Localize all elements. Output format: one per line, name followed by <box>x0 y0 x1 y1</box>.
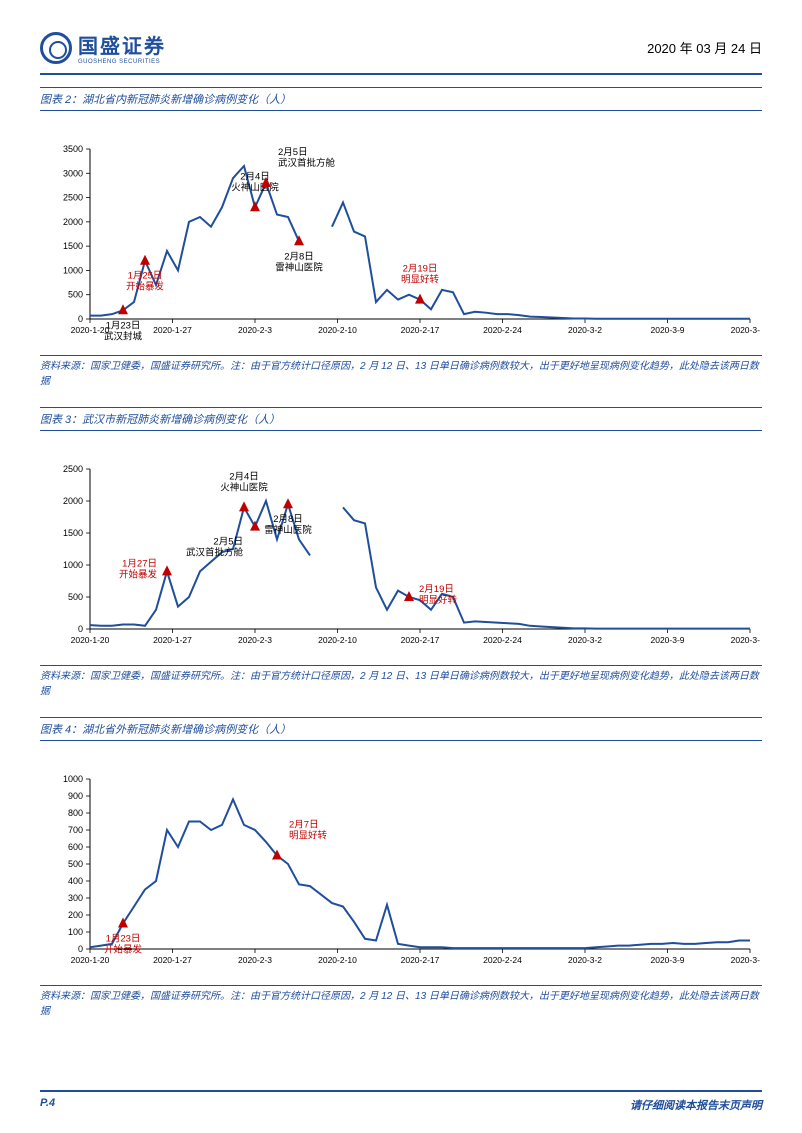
svg-text:2020-1-20: 2020-1-20 <box>71 955 110 965</box>
footer-disclaimer: 请仔细阅读本报告末页声明 <box>630 1097 762 1113</box>
svg-text:2月7日: 2月7日 <box>289 820 319 831</box>
svg-text:500: 500 <box>68 592 83 602</box>
svg-text:2020-3-2: 2020-3-2 <box>568 955 602 965</box>
page-footer: P.4 请仔细阅读本报告末页声明 <box>40 1090 762 1113</box>
svg-text:2020-2-3: 2020-2-3 <box>238 635 272 645</box>
chart-2-title: 图表 2：湖北省内新冠肺炎新增确诊病例变化（人） <box>40 87 762 111</box>
svg-text:雷神山医院: 雷神山医院 <box>264 524 312 536</box>
svg-text:500: 500 <box>68 859 83 869</box>
svg-text:2020-2-17: 2020-2-17 <box>401 955 440 965</box>
svg-text:300: 300 <box>68 893 83 903</box>
logo-icon <box>40 32 72 64</box>
svg-text:2020-3-2: 2020-3-2 <box>568 325 602 335</box>
svg-text:2020-2-17: 2020-2-17 <box>401 635 440 645</box>
chart-4-source: 资料来源：国家卫健委，国盛证券研究所。注：由于官方统计口径原因，2 月 12 日… <box>40 985 762 1019</box>
svg-text:武汉封城: 武汉封城 <box>104 330 143 342</box>
svg-text:1月25日: 1月25日 <box>128 271 163 282</box>
chart-3-block: 图表 3：武汉市新冠肺炎新增确诊病例变化（人） 0 500 1000 1500 2000… <box>40 407 762 699</box>
svg-text:武汉首批方舱: 武汉首批方舱 <box>278 157 336 169</box>
svg-text:1500: 1500 <box>63 528 83 538</box>
chart-3-source: 资料来源：国家卫健委，国盛证券研究所。注：由于官方统计口径原因，2 月 12 日… <box>40 665 762 699</box>
svg-text:2月5日: 2月5日 <box>278 147 308 158</box>
svg-text:800: 800 <box>68 808 83 818</box>
svg-text:2020-2-3: 2020-2-3 <box>238 955 272 965</box>
svg-text:2020-3-9: 2020-3-9 <box>650 325 684 335</box>
svg-text:2020-3-16: 2020-3-16 <box>731 635 760 645</box>
page-number: P.4 <box>40 1097 55 1113</box>
svg-text:开始暴发: 开始暴发 <box>104 944 143 956</box>
svg-text:3500: 3500 <box>63 144 83 154</box>
svg-text:2020-3-2: 2020-3-2 <box>568 635 602 645</box>
svg-text:开始暴发: 开始暴发 <box>119 568 158 580</box>
svg-text:2020-1-20: 2020-1-20 <box>71 635 110 645</box>
svg-text:0: 0 <box>78 944 83 954</box>
svg-text:600: 600 <box>68 842 83 852</box>
chart-4-svg: 0 100 200 300 400 500 600 700 800 900 1000 2020-1-2… <box>40 749 762 979</box>
chart-3-title: 图表 3：武汉市新冠肺炎新增确诊病例变化（人） <box>40 407 762 431</box>
svg-text:2020-2-17: 2020-2-17 <box>401 325 440 335</box>
svg-text:1月23日: 1月23日 <box>106 320 141 331</box>
svg-text:2020-2-10: 2020-2-10 <box>318 635 357 645</box>
chart-2-source: 资料来源：国家卫健委，国盛证券研究所。注：由于官方统计口径原因，2 月 12 日… <box>40 355 762 389</box>
svg-text:1月27日: 1月27日 <box>122 558 157 569</box>
svg-text:2020-2-24: 2020-2-24 <box>483 955 522 965</box>
svg-text:2020-2-10: 2020-2-10 <box>318 325 357 335</box>
svg-text:火神山医院: 火神山医院 <box>231 181 279 193</box>
svg-text:0: 0 <box>78 624 83 634</box>
svg-text:1000: 1000 <box>63 560 83 570</box>
svg-text:明显好转: 明显好转 <box>289 830 328 842</box>
svg-text:900: 900 <box>68 791 83 801</box>
chart-4-block: 图表 4：湖北省外新冠肺炎新增确诊病例变化（人） 0 100 200 300 400 50… <box>40 717 762 1019</box>
svg-text:2月19日: 2月19日 <box>419 584 454 595</box>
svg-text:2020-1-27: 2020-1-27 <box>153 325 192 335</box>
svg-text:2月4日: 2月4日 <box>229 471 259 482</box>
chart-2-svg: 05001000150020002500300035002020-1-20202… <box>40 119 762 349</box>
svg-text:2020-3-16: 2020-3-16 <box>731 325 760 335</box>
svg-text:2020-3-9: 2020-3-9 <box>650 955 684 965</box>
svg-text:0: 0 <box>78 314 83 324</box>
svg-text:2020-2-10: 2020-2-10 <box>318 955 357 965</box>
svg-text:2020-1-27: 2020-1-27 <box>153 635 192 645</box>
svg-text:2500: 2500 <box>63 464 83 474</box>
svg-text:1000: 1000 <box>63 774 83 784</box>
svg-text:2月19日: 2月19日 <box>403 264 438 275</box>
svg-text:2020-2-3: 2020-2-3 <box>238 325 272 335</box>
company-logo: 国盛证券 GUOSHENG SECURITIES <box>40 30 166 65</box>
svg-text:2月8日: 2月8日 <box>284 251 314 262</box>
svg-text:2020-2-24: 2020-2-24 <box>483 635 522 645</box>
svg-text:2000: 2000 <box>63 217 83 227</box>
company-name: 国盛证券 <box>78 30 166 59</box>
svg-text:2020-2-24: 2020-2-24 <box>483 325 522 335</box>
svg-text:明显好转: 明显好转 <box>419 594 458 606</box>
svg-text:400: 400 <box>68 876 83 886</box>
chart-2-block: 图表 2：湖北省内新冠肺炎新增确诊病例变化（人） 0 500 1000 1500 200… <box>40 87 762 389</box>
svg-text:2500: 2500 <box>63 193 83 203</box>
svg-text:1500: 1500 <box>63 241 83 251</box>
company-sub: GUOSHENG SECURITIES <box>78 59 166 65</box>
svg-text:武汉首批方舱: 武汉首批方舱 <box>186 547 244 559</box>
page-header: 国盛证券 GUOSHENG SECURITIES 2020 年 03 月 24 … <box>40 30 762 75</box>
svg-text:1月23日: 1月23日 <box>106 934 141 945</box>
svg-text:2020-1-27: 2020-1-27 <box>153 955 192 965</box>
chart-3-svg: 0 500 1000 1500 2000 2500 2020-1-20 2020-1-27 20… <box>40 439 762 659</box>
svg-text:2月8日: 2月8日 <box>273 514 303 525</box>
svg-text:火神山医院: 火神山医院 <box>220 481 268 493</box>
svg-text:200: 200 <box>68 910 83 920</box>
svg-text:2月5日: 2月5日 <box>213 537 243 548</box>
svg-text:3000: 3000 <box>63 168 83 178</box>
svg-text:1000: 1000 <box>63 265 83 275</box>
report-date: 2020 年 03 月 24 日 <box>647 38 762 57</box>
svg-text:2020-3-16: 2020-3-16 <box>731 955 760 965</box>
svg-text:2000: 2000 <box>63 496 83 506</box>
svg-text:2020-3-9: 2020-3-9 <box>650 635 684 645</box>
svg-text:500: 500 <box>68 290 83 300</box>
chart-4-title: 图表 4：湖北省外新冠肺炎新增确诊病例变化（人） <box>40 717 762 741</box>
svg-text:明显好转: 明显好转 <box>401 274 440 286</box>
svg-text:开始暴发: 开始暴发 <box>126 281 165 293</box>
svg-text:100: 100 <box>68 927 83 937</box>
svg-text:雷神山医院: 雷神山医院 <box>275 261 323 273</box>
svg-text:700: 700 <box>68 825 83 835</box>
